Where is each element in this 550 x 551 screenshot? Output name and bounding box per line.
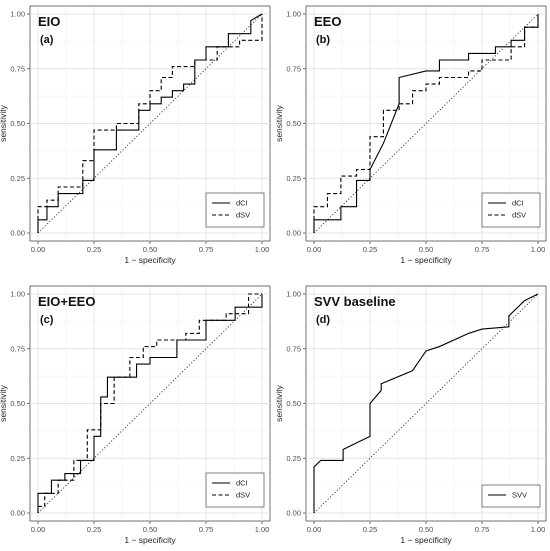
reference-diagonal-line <box>313 293 539 514</box>
x-tick-label: 0.00 <box>307 245 322 254</box>
y-tick-label: 1.00 <box>10 10 25 19</box>
y-tick-label: 0.00 <box>286 509 301 518</box>
x-tick-label: 1.00 <box>255 245 270 254</box>
legend-box <box>205 472 265 508</box>
legend-box <box>205 192 265 228</box>
reference-diagonal-line <box>37 13 263 234</box>
legend: dCI dSV <box>481 192 541 228</box>
reference-diagonal-line <box>313 13 539 234</box>
series-line-dci <box>37 294 263 513</box>
y-tick-label: 1.00 <box>286 290 301 299</box>
reference-diagonal-line <box>37 293 263 514</box>
panel-title: SVV baseline <box>314 294 396 309</box>
legend: SVV <box>481 484 541 508</box>
y-tick-label: 0.25 <box>286 454 301 463</box>
y-tick-label: 0.75 <box>286 344 301 353</box>
y-tick-label: 0.00 <box>10 509 25 518</box>
legend-label-dsv: dSV <box>512 211 526 220</box>
x-tick-label: 1.00 <box>255 525 270 534</box>
x-tick-label: 0.50 <box>419 245 434 254</box>
series-line-dsv <box>37 14 263 233</box>
x-tick-label: 0.75 <box>199 525 214 534</box>
legend-label-dci: dCI <box>236 479 248 488</box>
x-tick-label: 0.75 <box>199 245 214 254</box>
panel-letter: (a) <box>40 34 54 46</box>
panel-letter: (d) <box>316 314 330 326</box>
y-tick-label: 0.00 <box>286 229 301 238</box>
y-tick-label: 0.00 <box>10 229 25 238</box>
series-line-dsv <box>37 293 262 513</box>
y-axis-label: sensitivity <box>0 104 8 142</box>
legend-box <box>481 192 541 228</box>
y-tick-label: 0.75 <box>286 64 301 73</box>
x-tick-label: 0.25 <box>87 245 102 254</box>
x-axis-label: 1 − specificity <box>400 535 452 545</box>
legend-label-dci: dCI <box>236 199 248 208</box>
y-tick-label: 0.75 <box>10 344 25 353</box>
x-tick-label: 0.50 <box>143 525 158 534</box>
y-tick-label: 0.25 <box>286 174 301 183</box>
y-tick-label: 1.00 <box>10 290 25 299</box>
x-axis-label: 1 − specificity <box>124 535 176 545</box>
panel-title: EIO+EEO <box>38 294 95 309</box>
x-tick-label: 1.00 <box>531 245 546 254</box>
y-tick-label: 0.50 <box>10 399 25 408</box>
y-tick-label: 1.00 <box>286 10 301 19</box>
roc-panel-4: 0.00 0.25 0.50 0.75 1.00 0.00 0.25 0.50 0.75 1.00… <box>274 285 547 545</box>
x-tick-label: 0.25 <box>363 525 378 534</box>
legend: dCI dSV <box>205 192 265 228</box>
x-axis-label: 1 − specificity <box>400 255 452 265</box>
legend-box <box>481 484 541 508</box>
x-tick-label: 0.25 <box>87 525 102 534</box>
legend: dCI dSV <box>205 472 265 508</box>
roc-panel-2: 0.00 0.25 0.50 0.75 1.00 0.00 0.25 0.50 0.75 1.00… <box>274 5 547 265</box>
legend-label-dci: dCI <box>512 199 524 208</box>
x-tick-label: 0.00 <box>307 525 322 534</box>
legend-label-dsv: dSV <box>236 211 250 220</box>
panel-title: EIO <box>38 14 60 29</box>
x-tick-label: 0.25 <box>363 245 378 254</box>
legend-label-dsv: dSV <box>236 491 250 500</box>
y-tick-label: 0.50 <box>286 119 301 128</box>
y-axis-label: sensitivity <box>274 384 284 422</box>
x-tick-label: 0.75 <box>475 245 490 254</box>
roc-panel-1: 0.00 0.25 0.50 0.75 1.00 0.00 0.25 0.50 0.75 1.00… <box>0 5 271 265</box>
y-tick-label: 0.25 <box>10 174 25 183</box>
y-tick-label: 0.75 <box>10 64 25 73</box>
y-tick-label: 0.25 <box>10 454 25 463</box>
legend-label-svv: SVV <box>512 491 527 500</box>
x-tick-label: 1.00 <box>531 525 546 534</box>
series-line-dsv <box>313 14 539 233</box>
panel-letter: (c) <box>40 314 54 326</box>
x-tick-label: 0.50 <box>419 525 434 534</box>
y-tick-label: 0.50 <box>10 119 25 128</box>
x-tick-label: 0.00 <box>31 245 46 254</box>
x-axis-label: 1 − specificity <box>124 255 176 265</box>
series-line-dci <box>313 14 539 233</box>
y-tick-label: 0.50 <box>286 399 301 408</box>
y-axis-label: sensitivity <box>0 384 8 422</box>
x-tick-label: 0.75 <box>475 525 490 534</box>
x-tick-label: 0.50 <box>143 245 158 254</box>
roc-panel-3: 0.00 0.25 0.50 0.75 1.00 0.00 0.25 0.50 0.75 1.00… <box>0 285 271 545</box>
series-line-svv <box>313 293 539 513</box>
y-axis-label: sensitivity <box>274 104 284 142</box>
panel-letter: (b) <box>316 34 330 46</box>
x-tick-label: 0.00 <box>31 525 46 534</box>
panel-title: EEO <box>314 14 341 29</box>
